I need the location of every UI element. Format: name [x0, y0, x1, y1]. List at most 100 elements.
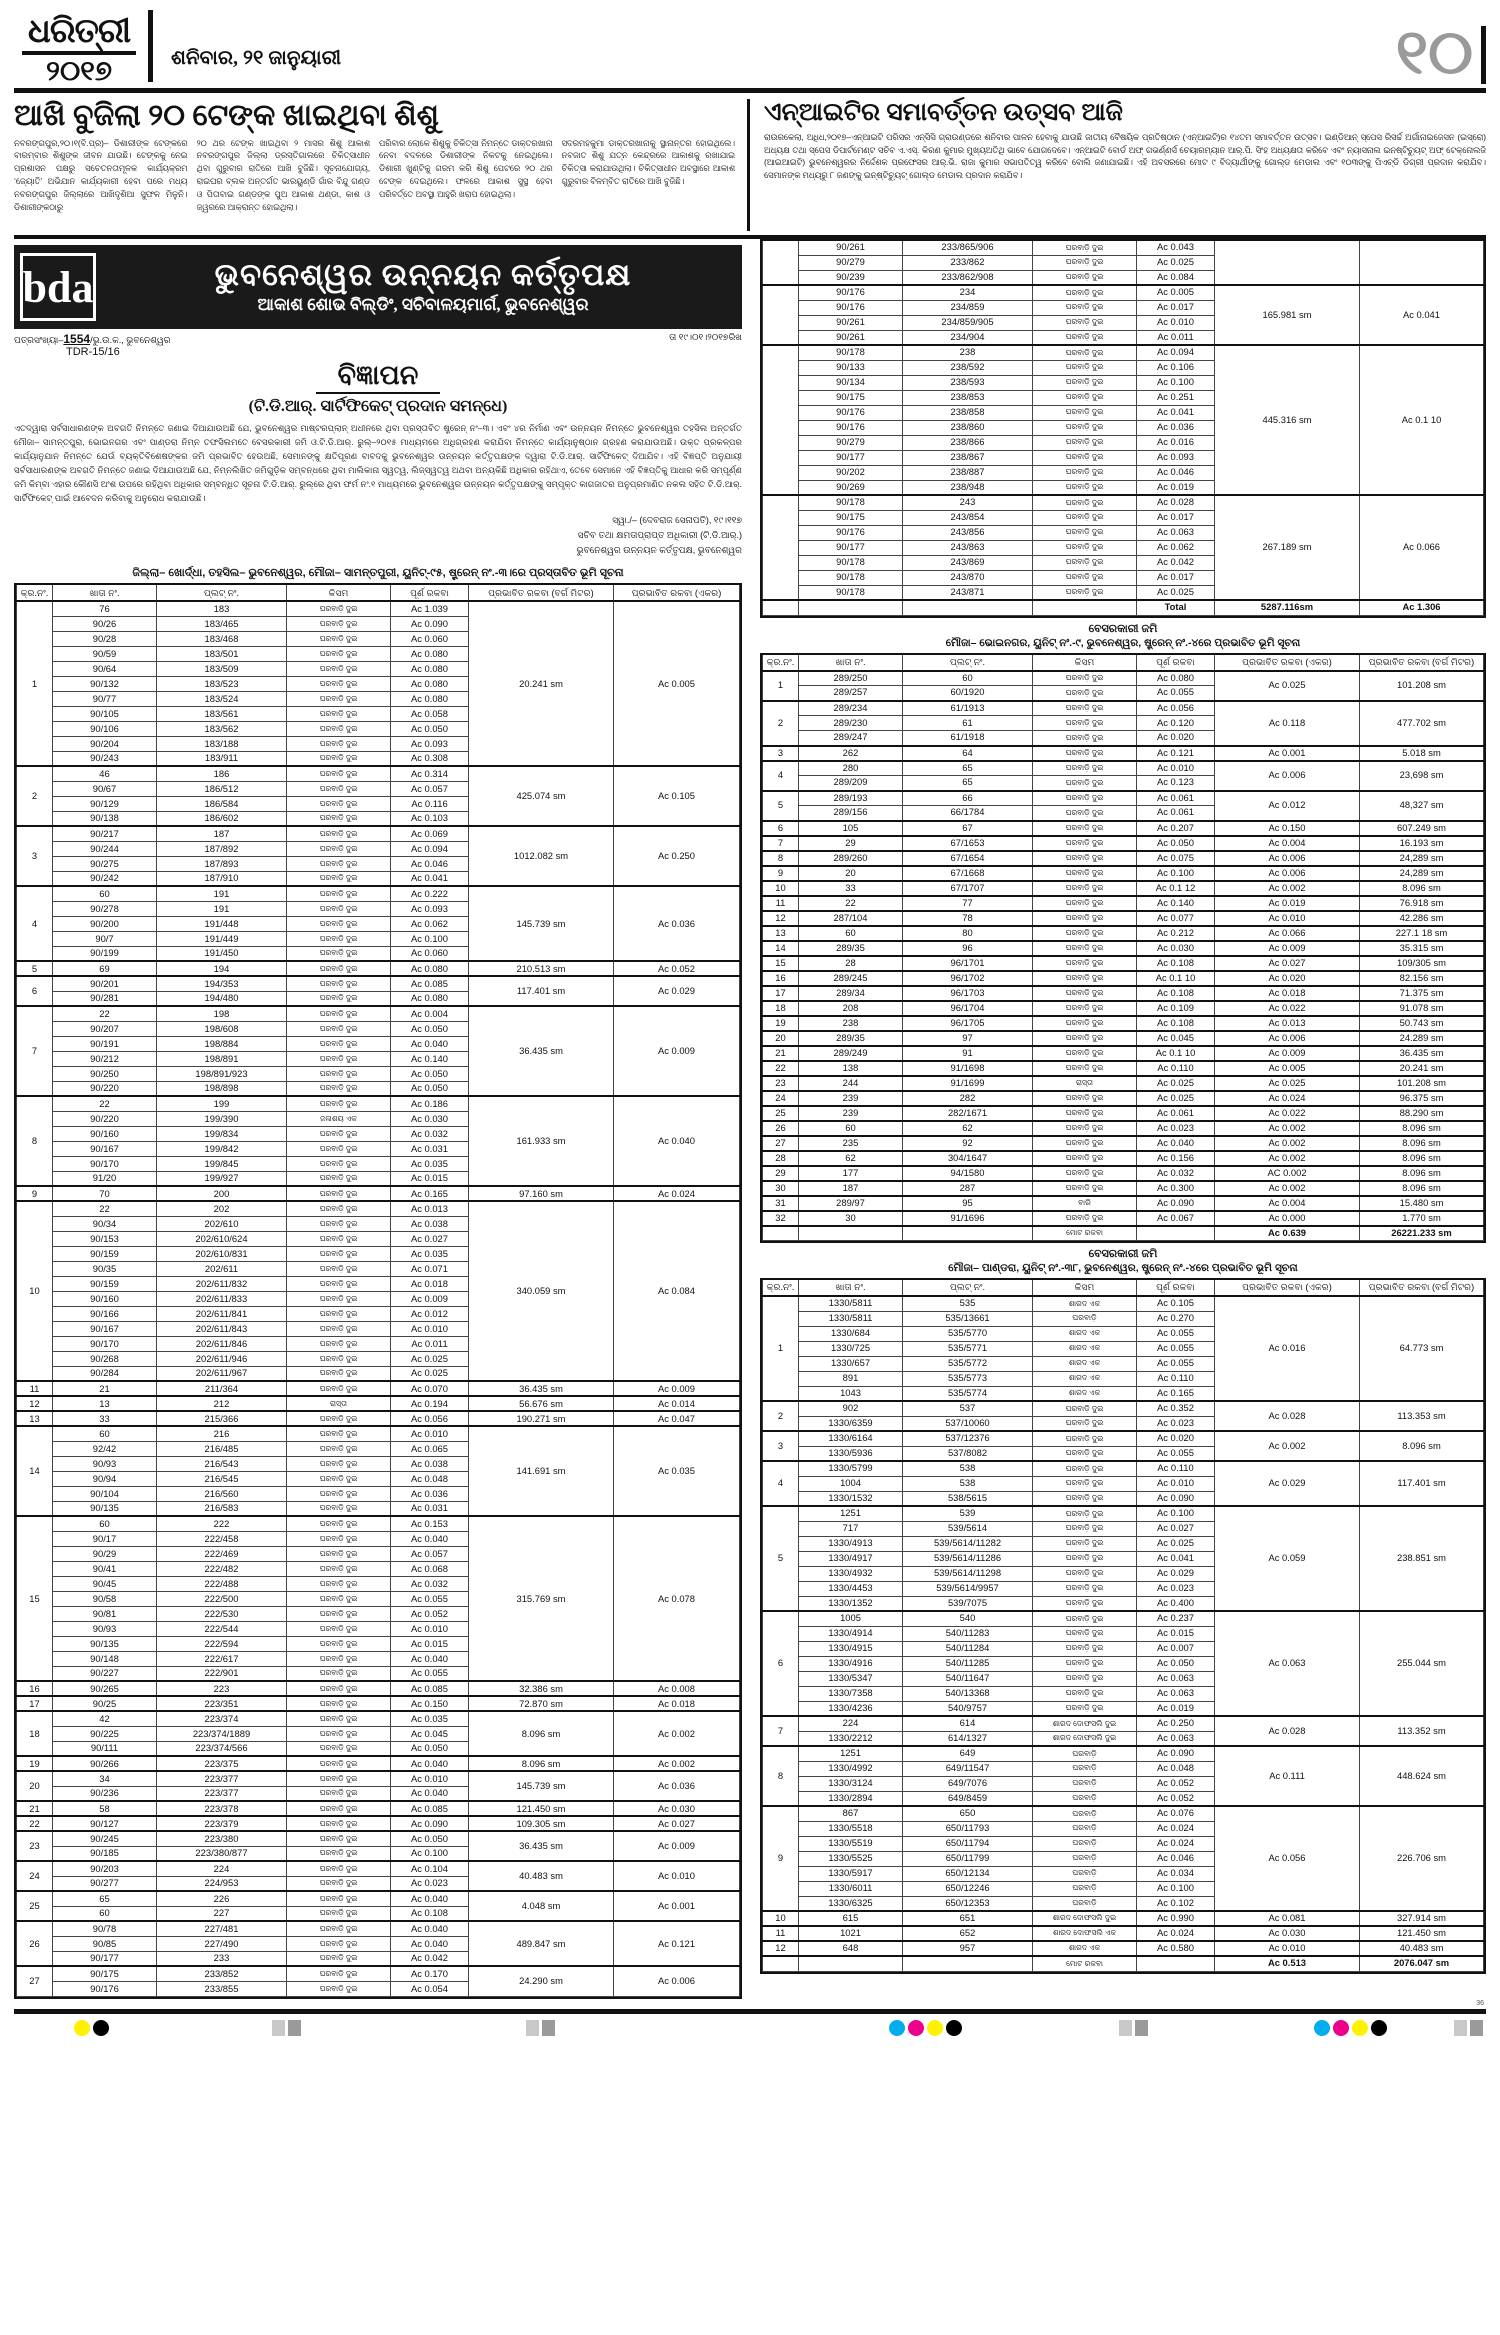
table-cell: ଘରବାଡ଼ି ଦୁଇ [1032, 909, 1137, 926]
table-cell: 304/1647 [902, 1149, 1033, 1166]
table-row: 90/148 222/617 ଘରବାଡ଼ି ଦୁଇ Ac 0.040 [17, 1650, 740, 1667]
table-cell: Ac 0.009 [613, 1005, 740, 1097]
table-row: 18 42 223/374 ଘରବାଡ଼ି ଦୁଇ Ac 0.035 8.096 sm Ac… [16, 1710, 740, 1757]
table-cell: Ac 0.016 [1136, 434, 1215, 451]
table-cell: 1330/2212 [798, 1730, 903, 1747]
table-cell: 90/129 [52, 795, 157, 812]
table-cell: ଘରବାଡ଼ି [1032, 1865, 1137, 1882]
table-cell: Ac 0.029 [1214, 1460, 1360, 1507]
table-row: 7 29 67/1653 ଘରବାଡ଼ି ଦୁଇ Ac 0.050 Ac 0.004 16.… [762, 834, 1484, 851]
table-cell: Ac 0.063 [1136, 1670, 1215, 1687]
table-cell: 90/177 [798, 539, 903, 556]
table-cell: 1330/4914 [798, 1625, 903, 1642]
table-cell: 90/176 [798, 284, 903, 301]
table-cell: 183/524 [156, 690, 287, 707]
table-cell: ଘରବାଡ଼ି ଦୁଇ [1032, 1014, 1137, 1031]
table-total-row: Total 5287.116sm Ac 1.306 [762, 599, 1484, 616]
table-cell: ଘରବାଡ଼ି ଦୁଇ [286, 1770, 391, 1787]
table-cell: 215/366 [156, 1410, 287, 1427]
table-cell: Ac 0.024 [613, 1185, 740, 1202]
table-cell [798, 1224, 903, 1241]
table-cell: 90/266 [52, 1755, 157, 1772]
table-cell: 90/279 [798, 254, 903, 271]
table-cell: Ac 0.038 [390, 1215, 469, 1232]
table-cell: ଘରବାଡ଼ି ଦୁଇ [286, 1830, 391, 1847]
table-cell: ଘରବାଡ଼ି ଦୁଇ [286, 1860, 391, 1877]
table-cell: 2 [16, 765, 53, 827]
table-row: 90/67 186/512 ଘରବାଡ଼ି ଦୁଇ Ac 0.057 [17, 780, 740, 797]
table-cell: 537/10060 [902, 1415, 1033, 1432]
table-cell: 58 [52, 1800, 157, 1817]
table-cell: ଘରବାଡ଼ି ଦୁଇ [1032, 1625, 1137, 1642]
table-cell: 540/11283 [902, 1625, 1033, 1642]
table-cell: 61/1918 [902, 730, 1033, 746]
table-cell: Ac 0.025 [1214, 669, 1360, 701]
table-cell: ଘରବାଡ଼ି ଦୁଇ [286, 1695, 391, 1712]
table-cell: 289/34 [798, 984, 903, 1001]
table-cell: 477.702 sm [1359, 699, 1484, 746]
table-cell: ଘରବାଡ଼ି ଦୁଇ [286, 1545, 391, 1562]
table-row: 23 90/245 223/380 ଘରବାଡ଼ି ଦୁଇ Ac 0.050 36.435… [16, 1830, 740, 1862]
table-cell: 202/611/841 [156, 1305, 287, 1322]
table-cell: 177 [798, 1164, 903, 1181]
table-cell: 262 [798, 744, 903, 761]
table-cell: Ac 0.057 [390, 1545, 469, 1562]
table-cell: Ac 0.009 [1214, 939, 1360, 956]
table-cell: 1330/6325 [798, 1895, 903, 1912]
table-cell: Ac 0.010 [1214, 1940, 1360, 1957]
table-cell: 96/1702 [902, 969, 1033, 986]
table-cell: Ac 0.170 [390, 1965, 469, 1982]
table-cell: 1330/725 [798, 1340, 903, 1357]
table-cell: ଘରବାଡ଼ି ଦୁଇ [286, 1755, 391, 1772]
gray-light-swatch-icon [526, 2019, 539, 2036]
table-cell: ଘରବାଡ଼ି ଦୁଇ [1032, 744, 1137, 761]
table-cell: 7 [16, 1005, 53, 1097]
table-row: 90/159 202/611/832 ଘରବାଡ଼ି ଦୁଇ Ac 0.018 [17, 1275, 740, 1292]
table-cell: 649/11547 [902, 1760, 1033, 1777]
table-row: 3 1330/6164 537/12376 ଘରବାଡ଼ି ଦୁଇ Ac 0.020 Ac… [762, 1430, 1484, 1462]
table-cell: 1330/6164 [798, 1430, 903, 1447]
table-cell: 224 [798, 1715, 903, 1732]
signatory-designation: ସଚିବ ତଥା କ୍ଷମତାପ୍ରାପ୍ତ ଅଧିକାରୀ (ଟି.ଡି.ଆର… [577, 529, 742, 540]
publication-name: ଧରିତ୍ରୀ [27, 13, 131, 50]
col-affected-acre: ପ୍ରଭାବିତ ରକବା (ଏକର) [1214, 1278, 1360, 1297]
table-row: 22 90/127 223/379 ଘରବାଡ଼ି ଦୁଇ Ac 0.090 109.30… [16, 1815, 740, 1832]
table-cell: Ac 0.580 [1136, 1940, 1215, 1957]
table-cell: 90/265 [52, 1680, 157, 1697]
table-cell: Ac 0.023 [390, 1875, 469, 1892]
table-cell: ଘରବାଡ଼ି ଦୁଇ [286, 1305, 391, 1322]
table-cell: 90/220 [52, 1110, 157, 1127]
table-cell: ଜଳାଶୟ ଏକ [286, 1110, 391, 1127]
table-cell: 145.739 sm [468, 1770, 614, 1802]
bda-logo-icon: bda [20, 253, 96, 321]
table-cell: 90/58 [52, 1590, 157, 1607]
table-cell: ଘରବାଡ଼ି ଦୁଇ [1032, 1044, 1137, 1061]
table-cell: 96/1701 [902, 954, 1033, 971]
table-row: 24 90/203 224 ଘରବାଡ଼ି ଦୁଇ Ac 0.104 40.483 sm A… [16, 1860, 740, 1892]
table-row: 90/81 222/530 ଘରବାଡ଼ି ଦୁଇ Ac 0.052 [17, 1605, 740, 1622]
table-cell: 211/364 [156, 1380, 287, 1397]
table-cell: ଘରବାଡ଼ି ଦୁଇ [1032, 939, 1137, 956]
table-cell: ଘରବାଡ଼ି ଦୁଇ [286, 1665, 391, 1682]
table-cell: 13 [52, 1395, 157, 1412]
table-cell: 22 [52, 1005, 157, 1022]
table-cell: ଘରବାଡ଼ି ଦୁଇ [286, 1875, 391, 1892]
table-cell: Ac 0.038 [390, 1455, 469, 1472]
table-cell: Ac 0.010 [1136, 314, 1215, 331]
table-cell: Ac 0.123 [1136, 775, 1215, 791]
table-cell: 138 [798, 1059, 903, 1076]
bda-banner-text: ଭୁବନେଶ୍ୱର ଉନ୍ନୟନ କର୍ତ୍ତୃପକ୍ଷ ଆକାଶ ଶୋଭ ବି… [104, 258, 742, 315]
table-cell: 540/9757 [902, 1700, 1033, 1717]
table-cell: 535/5773 [902, 1370, 1033, 1387]
table-cell: 96/1703 [902, 984, 1033, 1001]
table-cell: Ac 0.059 [1214, 1505, 1360, 1612]
table-cell: Ac 0.019 [1136, 479, 1215, 496]
footer-page-mark: 36 [1476, 1999, 1484, 2007]
table-cell: 90/176 [798, 419, 903, 436]
table-cell: 1330/5519 [798, 1835, 903, 1852]
table-cell: 90/268 [52, 1350, 157, 1367]
table-cell: 537/12376 [902, 1430, 1033, 1447]
table-cell [902, 1224, 1033, 1241]
table-cell: Ac 0.040 [390, 1650, 469, 1667]
table-row: 30 187 287 ଘରବାଡ଼ି ଦୁଇ Ac 0.300 Ac 0.002 8.096… [762, 1179, 1484, 1196]
